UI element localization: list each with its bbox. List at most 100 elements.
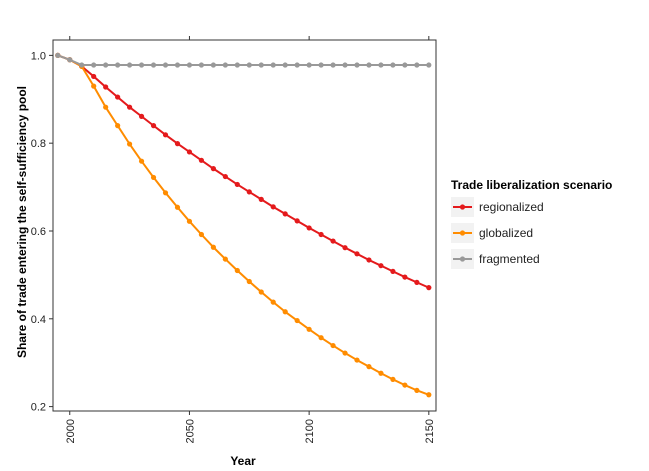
data-point-globalized: [91, 83, 97, 89]
data-point-fragmented: [150, 62, 157, 68]
data-point-regionalized: [162, 132, 169, 138]
data-point-globalized: [390, 376, 396, 382]
data-point-globalized: [402, 382, 408, 388]
y-tick-label: 0.8: [31, 138, 46, 150]
data-point-fragmented: [294, 62, 300, 68]
y-tick-label: 0.6: [31, 226, 46, 238]
data-point-globalized: [234, 267, 240, 274]
data-point-regionalized: [186, 149, 193, 155]
legend-title: Trade liberalization scenario: [451, 178, 612, 192]
data-point-globalized: [414, 387, 420, 393]
data-point-fragmented: [330, 62, 336, 68]
x-tick-label: 2000: [65, 419, 77, 443]
legend: Trade liberalization scenario regionaliz…: [451, 178, 612, 269]
data-point-fragmented: [210, 62, 216, 68]
data-point-regionalized: [210, 166, 216, 172]
y-tick-label: 0.4: [31, 314, 46, 326]
series-group: [55, 52, 432, 398]
data-point-regionalized: [174, 141, 181, 147]
data-point-regionalized: [91, 73, 97, 80]
data-point-globalized: [258, 289, 264, 295]
data-point-globalized: [115, 123, 121, 129]
data-point-fragmented: [366, 62, 372, 68]
data-point-globalized: [342, 350, 348, 356]
data-point-regionalized: [270, 204, 276, 210]
data-point-fragmented: [354, 62, 360, 68]
data-point-fragmented: [258, 62, 264, 68]
data-point-fragmented: [127, 62, 133, 68]
data-point-regionalized: [330, 238, 336, 244]
data-point-regionalized: [306, 225, 312, 231]
data-point-fragmented: [115, 62, 121, 68]
data-point-globalized: [366, 364, 372, 370]
data-point-globalized: [138, 158, 145, 164]
data-point-globalized: [246, 278, 252, 285]
y-tick-label: 1.0: [31, 50, 46, 62]
data-point-fragmented: [378, 62, 384, 68]
data-point-regionalized: [115, 94, 121, 100]
legend-label-fragmented: fragmented: [479, 252, 540, 266]
data-point-regionalized: [342, 245, 348, 251]
data-point-globalized: [294, 317, 300, 324]
data-point-regionalized: [246, 189, 252, 195]
data-point-globalized: [150, 174, 157, 181]
x-tick-label: 2050: [184, 419, 196, 443]
data-point-fragmented: [186, 62, 193, 68]
data-point-globalized: [318, 335, 324, 341]
data-point-fragmented: [390, 62, 396, 68]
data-point-globalized: [354, 357, 360, 363]
data-point-regionalized: [234, 181, 240, 188]
data-point-fragmented: [91, 62, 97, 68]
data-point-fragmented: [234, 62, 240, 68]
data-point-regionalized: [378, 263, 384, 269]
data-point-regionalized: [354, 251, 360, 257]
data-point-fragmented: [306, 62, 312, 68]
axis-ticks: 2000 2050 2100 2150 0.2 0.4 0.6 0.8 1.0: [31, 36, 436, 443]
data-point-globalized: [330, 342, 336, 349]
data-point-regionalized: [282, 211, 288, 217]
data-point-globalized: [270, 299, 276, 305]
x-tick-label: 2150: [424, 419, 436, 443]
data-point-fragmented: [318, 62, 324, 68]
data-point-fragmented: [222, 62, 228, 68]
data-point-fragmented: [246, 62, 252, 68]
data-point-regionalized: [222, 173, 228, 180]
legend-key-point-fragmented: [459, 256, 466, 262]
data-point-fragmented: [282, 62, 288, 68]
data-point-fragmented: [270, 62, 276, 68]
data-point-globalized: [426, 392, 432, 398]
y-axis-title: Share of trade entering the self-suffici…: [15, 86, 29, 358]
data-point-fragmented: [342, 62, 348, 68]
data-point-fragmented: [138, 62, 145, 68]
data-point-regionalized: [150, 123, 157, 129]
data-point-fragmented: [414, 62, 420, 68]
data-point-fragmented: [79, 62, 85, 68]
data-point-globalized: [210, 244, 216, 250]
data-point-globalized: [306, 326, 312, 332]
data-point-regionalized: [318, 231, 324, 238]
data-point-regionalized: [198, 157, 205, 163]
data-point-regionalized: [366, 257, 372, 263]
data-point-globalized: [103, 104, 109, 110]
data-point-fragmented: [426, 62, 432, 68]
data-point-regionalized: [426, 285, 432, 291]
data-point-regionalized: [138, 113, 145, 119]
legend-label-regionalized: regionalized: [479, 200, 544, 214]
data-point-regionalized: [414, 279, 420, 285]
x-axis-title: Year: [230, 454, 256, 468]
legend-key-point-globalized: [459, 230, 466, 236]
legend-key-point-regionalized: [459, 204, 466, 210]
data-point-fragmented: [174, 62, 181, 68]
data-point-regionalized: [127, 104, 133, 110]
data-point-regionalized: [103, 84, 109, 90]
y-tick-label: 0.2: [31, 402, 46, 414]
data-point-fragmented: [67, 57, 73, 63]
x-tick-label: 2100: [304, 419, 316, 443]
data-point-globalized: [162, 190, 169, 196]
data-point-fragmented: [55, 52, 61, 58]
data-point-regionalized: [294, 218, 300, 224]
data-point-fragmented: [103, 62, 109, 68]
data-point-fragmented: [198, 62, 205, 68]
data-point-fragmented: [402, 62, 408, 68]
